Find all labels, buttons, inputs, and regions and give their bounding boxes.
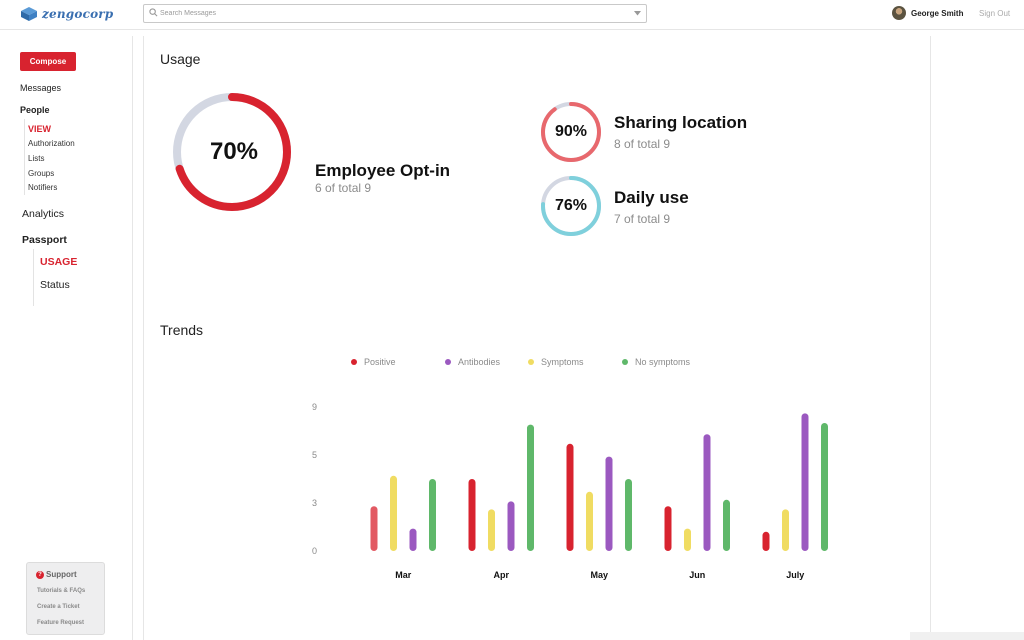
legend-item-symptoms[interactable]: Symptoms bbox=[528, 357, 584, 367]
legend-item-antibodies[interactable]: Antibodies bbox=[445, 357, 500, 367]
logo-icon bbox=[21, 7, 37, 21]
sidebar-subitem-view[interactable]: VIEW bbox=[28, 124, 52, 134]
sidebar-subitem-notifiers[interactable]: Notifiers bbox=[28, 183, 58, 192]
sign-out-link[interactable]: Sign Out bbox=[979, 9, 1011, 18]
legend-dot-positive bbox=[351, 359, 357, 365]
search-input[interactable] bbox=[160, 6, 630, 21]
support-link-create-ticket[interactable]: Create a Ticket bbox=[37, 604, 80, 610]
sharing-percent: 90% bbox=[554, 123, 588, 140]
compose-button[interactable]: Compose bbox=[20, 52, 76, 71]
legend-label-no-symptoms: No symptoms bbox=[635, 357, 691, 367]
support-box: ? Support Tutorials & FAQs Create a Tick… bbox=[26, 562, 105, 635]
main-panel bbox=[143, 36, 931, 640]
right-panel-divider bbox=[930, 36, 931, 640]
legend-dot-symptoms bbox=[528, 359, 534, 365]
sidebar: Compose Messages People VIEW Authorizati… bbox=[0, 36, 133, 640]
daily-percent: 76% bbox=[554, 197, 588, 214]
legend-dot-antibodies bbox=[445, 359, 451, 365]
optin-title: Employee Opt-in bbox=[315, 161, 451, 180]
support-title[interactable]: ? Support bbox=[36, 570, 77, 579]
legend-dot-no-symptoms bbox=[622, 359, 628, 365]
legend-item-positive[interactable]: Positive bbox=[351, 357, 396, 367]
user-name[interactable]: George Smith bbox=[911, 8, 964, 18]
optin-subtitle: 6 of total 9 bbox=[315, 181, 372, 195]
sidebar-subitem-status[interactable]: Status bbox=[40, 279, 70, 291]
daily-title: Daily use bbox=[614, 188, 689, 207]
bottom-strip bbox=[910, 632, 1024, 640]
legend-label-antibodies: Antibodies bbox=[458, 357, 501, 367]
support-link-tutorials[interactable]: Tutorials & FAQs bbox=[37, 588, 86, 594]
sidebar-item-passport[interactable]: Passport bbox=[22, 234, 67, 246]
legend-label-symptoms: Symptoms bbox=[541, 357, 584, 367]
search-icon bbox=[149, 8, 158, 17]
people-subnav-line bbox=[24, 119, 25, 195]
search-bar[interactable] bbox=[143, 4, 647, 23]
legend-label-positive: Positive bbox=[364, 357, 396, 367]
trends-title: Trends bbox=[160, 322, 204, 338]
sidebar-subitem-authorization[interactable]: Authorization bbox=[28, 139, 75, 148]
sidebar-subitem-groups[interactable]: Groups bbox=[28, 169, 55, 178]
sidebar-item-analytics[interactable]: Analytics bbox=[22, 208, 65, 220]
top-bar: zengocorp George Smith Sign Out bbox=[0, 0, 1024, 30]
help-icon: ? bbox=[36, 570, 44, 579]
passport-subnav-line bbox=[33, 249, 34, 306]
sidebar-item-people[interactable]: People bbox=[20, 105, 50, 115]
support-title-label: Support bbox=[46, 570, 77, 579]
support-link-feature-request[interactable]: Feature Request bbox=[37, 620, 85, 626]
sharing-subtitle: 8 of total 9 bbox=[614, 137, 671, 151]
user-menu[interactable]: George Smith bbox=[892, 6, 963, 20]
sidebar-subitem-usage[interactable]: USAGE bbox=[40, 256, 78, 268]
usage-title: Usage bbox=[160, 51, 201, 67]
optin-percent: 70% bbox=[209, 138, 259, 165]
daily-subtitle: 7 of total 9 bbox=[614, 212, 671, 226]
sidebar-subitem-lists[interactable]: Lists bbox=[28, 154, 45, 163]
chevron-down-icon[interactable] bbox=[634, 11, 641, 16]
legend-item-no-symptoms[interactable]: No symptoms bbox=[622, 357, 690, 367]
sharing-title: Sharing location bbox=[614, 113, 748, 132]
avatar[interactable] bbox=[892, 6, 906, 20]
sidebar-item-messages[interactable]: Messages bbox=[20, 83, 62, 93]
logo-text: zengocorp bbox=[42, 7, 114, 21]
logo[interactable]: zengocorp bbox=[20, 5, 113, 23]
